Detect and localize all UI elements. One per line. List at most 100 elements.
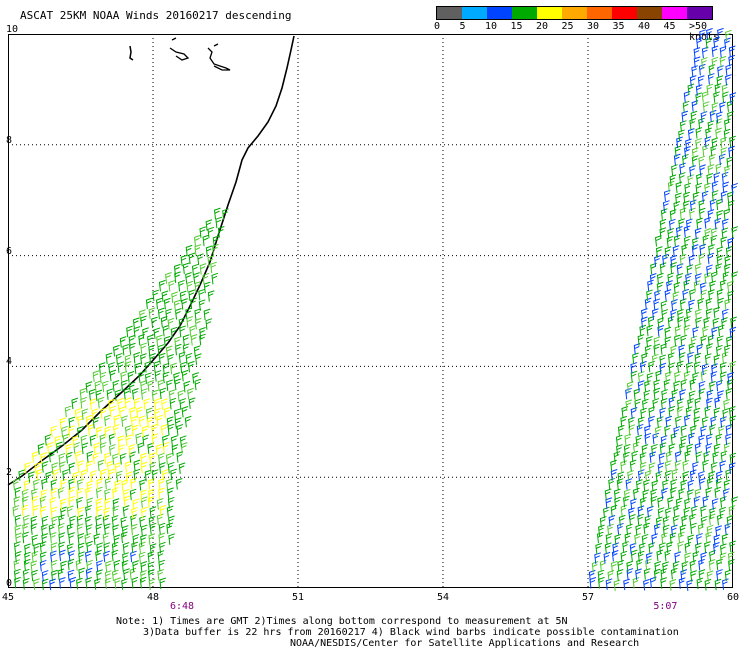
wind-barb	[713, 534, 721, 546]
wind-barb	[167, 423, 175, 436]
wind-barb	[700, 369, 708, 382]
wind-barb	[637, 380, 645, 392]
wind-barb	[599, 559, 607, 572]
wind-barb	[623, 578, 630, 591]
wind-barb	[604, 488, 612, 501]
wind-barb	[724, 118, 731, 131]
wind-barb	[719, 543, 727, 555]
wind-barb	[97, 396, 105, 409]
wind-barb	[643, 479, 650, 491]
wind-barb	[21, 504, 29, 517]
wind-barb	[50, 542, 58, 554]
wind-barb	[723, 399, 730, 411]
wind-barb	[147, 561, 155, 573]
wind-barb	[93, 442, 101, 454]
wind-barb	[90, 470, 97, 482]
legend-swatch	[537, 7, 562, 19]
wind-barb	[193, 345, 201, 357]
wind-barb	[84, 515, 92, 528]
wind-barb	[211, 243, 219, 256]
wind-barb	[667, 180, 675, 193]
wind-barb	[719, 552, 727, 564]
wind-barb	[46, 441, 54, 454]
wind-barb	[722, 578, 729, 590]
wind-barb	[682, 153, 689, 166]
wind-barb	[158, 477, 166, 490]
wind-barb	[671, 299, 678, 311]
wind-barb	[187, 360, 195, 373]
wind-barb	[33, 578, 40, 590]
wind-barb	[684, 552, 691, 564]
wind-barb	[694, 227, 702, 240]
wind-barb	[84, 550, 92, 563]
wind-barb	[85, 486, 92, 499]
wind-barb	[698, 117, 705, 130]
wind-barb	[685, 361, 693, 374]
wind-barb	[700, 335, 708, 347]
wind-barb	[158, 559, 166, 572]
wind-barb	[664, 424, 671, 437]
wind-barb	[726, 100, 734, 112]
wind-barb	[665, 470, 672, 482]
wind-barb	[12, 478, 20, 490]
wind-barb	[671, 468, 679, 481]
lat-tick-label: 8	[6, 134, 13, 146]
map-title: ASCAT 25KM NOAA Winds 20160217 descendin…	[20, 9, 292, 22]
wind-barb	[709, 424, 716, 436]
wind-barb	[608, 477, 615, 490]
wind-barb	[671, 164, 678, 176]
wind-barb	[675, 415, 682, 428]
wind-barb	[24, 543, 31, 555]
wind-barb	[711, 45, 719, 58]
wind-barb	[166, 505, 174, 518]
wind-barb	[670, 308, 677, 321]
wind-barb	[720, 147, 728, 159]
wind-barb	[624, 532, 632, 545]
wind-barb	[178, 279, 185, 292]
wind-barb	[693, 280, 701, 292]
wind-barb	[625, 387, 632, 400]
wind-barb	[129, 451, 136, 463]
legend-swatch	[437, 7, 462, 19]
wind-barb	[155, 297, 163, 310]
wind-barb	[66, 505, 74, 518]
wind-barb	[720, 450, 728, 463]
wind-barb	[659, 262, 667, 274]
wind-barb	[30, 515, 38, 528]
wind-barb	[674, 334, 681, 347]
wind-barb	[630, 549, 638, 562]
wind-barb	[124, 397, 132, 409]
wind-barb	[674, 459, 682, 472]
wind-barb	[125, 434, 132, 446]
wind-barb	[677, 540, 685, 553]
wind-barb	[95, 498, 103, 510]
wind-barb	[135, 432, 143, 445]
wind-barb	[597, 569, 605, 582]
wind-barb	[664, 460, 672, 472]
wind-barb	[683, 371, 691, 383]
wind-barb	[716, 255, 724, 267]
wind-barb	[128, 381, 136, 394]
wind-barb	[117, 361, 125, 373]
wind-barb	[643, 568, 651, 580]
wind-barb	[717, 324, 725, 337]
wind-barb	[211, 272, 219, 285]
wind-barb	[140, 353, 147, 365]
wind-barb	[22, 514, 30, 527]
wind-barb	[710, 227, 718, 240]
wind-barb	[672, 515, 680, 527]
lat-tick-label: 0	[6, 578, 13, 589]
wind-barb	[699, 282, 707, 294]
wind-barb	[13, 559, 21, 571]
wind-barb	[704, 353, 712, 365]
wind-barb	[184, 415, 192, 428]
wind-barb	[663, 379, 671, 391]
wind-barb	[151, 433, 159, 445]
wind-barb	[722, 271, 730, 284]
wind-barb	[729, 540, 736, 553]
wind-barb	[120, 531, 128, 544]
wind-barb	[76, 577, 83, 590]
wind-barb	[654, 255, 661, 267]
wind-barb	[37, 443, 45, 455]
wind-barb	[23, 558, 31, 571]
